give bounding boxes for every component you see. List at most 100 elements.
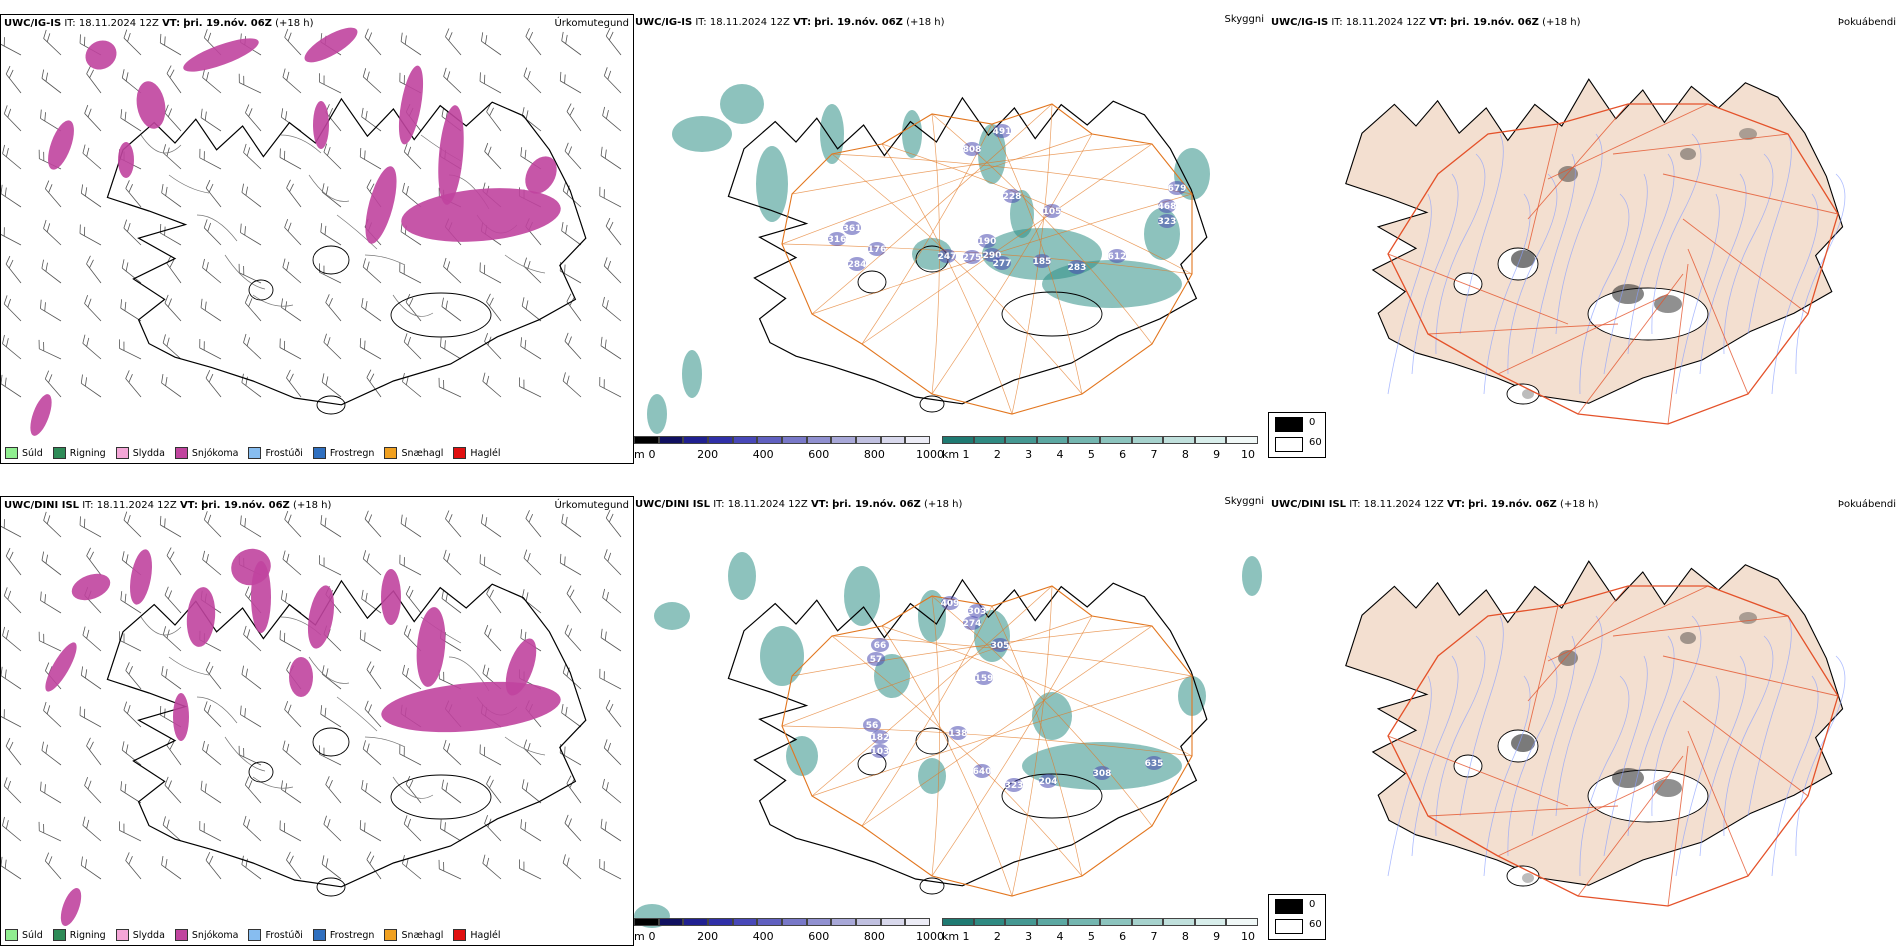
wind-barb xyxy=(162,144,182,170)
wind-barb xyxy=(40,109,62,132)
wind-barb xyxy=(602,296,622,322)
precip-legend-label: Frostúði xyxy=(265,447,303,459)
road-line xyxy=(308,174,350,202)
river-line xyxy=(1771,193,1819,395)
wind-barb xyxy=(525,28,542,56)
wind-barb xyxy=(162,334,182,360)
glacier-outline xyxy=(1453,754,1483,778)
precip-legend-item: Rigning xyxy=(52,447,106,459)
wind-barb xyxy=(482,372,502,398)
wind-barb xyxy=(123,511,142,538)
visibility-colorbar-tick: 1 xyxy=(962,448,970,461)
wind-barb xyxy=(44,370,62,398)
road-line xyxy=(881,625,1193,757)
wind-barb xyxy=(520,819,542,842)
road-line xyxy=(791,143,1153,195)
wind-barb xyxy=(82,626,102,652)
cloud-ceiling-spot xyxy=(1145,756,1163,770)
road-line xyxy=(781,615,1093,727)
visibility-colorbar-tick: 6 xyxy=(1119,448,1127,461)
cloud-ceiling-label: 640 xyxy=(973,767,992,777)
cloud-ceiling-spot xyxy=(963,250,981,264)
fog-indicator-area xyxy=(1654,295,1682,313)
river-line xyxy=(1507,173,1558,375)
road-line xyxy=(931,113,1153,345)
cloud-ceiling-spot xyxy=(963,616,981,630)
wind-barb xyxy=(323,815,342,842)
wind-barb xyxy=(166,255,182,284)
cloud-ceiling-spot xyxy=(1108,249,1126,263)
wind-barb xyxy=(161,856,182,880)
ceiling-colorbar-segment xyxy=(831,918,856,926)
visibility-colorbar-tick: 3 xyxy=(1025,448,1033,461)
wind-barb xyxy=(486,585,502,614)
panel-title-precip-type: Úrkomutegund xyxy=(554,18,629,29)
snowfall-area xyxy=(304,27,358,63)
wind-barb xyxy=(241,183,262,208)
ceiling-colorbar-segment xyxy=(757,918,782,926)
visibility-colorbar-segment xyxy=(1131,436,1164,444)
precip-legend-label: Rigning xyxy=(69,929,106,941)
cloud-ceiling-label: 612 xyxy=(1108,252,1127,262)
low-visibility-area xyxy=(844,566,880,626)
cloud-ceiling-label: 277 xyxy=(993,259,1012,269)
cloud-ceiling-spot xyxy=(975,671,993,685)
low-visibility-area xyxy=(918,590,946,642)
road-line xyxy=(931,113,940,395)
wind-barb xyxy=(244,294,262,322)
cloud-ceiling-label: 176 xyxy=(868,245,887,255)
precip-legend-label: Slydda xyxy=(132,447,165,459)
river-line xyxy=(1603,655,1648,857)
snowfall-area xyxy=(136,81,166,129)
panel-title-visibility: Skyggni xyxy=(1224,14,1264,25)
snowfall-area xyxy=(289,657,313,697)
wind-barb xyxy=(519,377,542,398)
wind-barb xyxy=(520,337,542,360)
wind-barb xyxy=(282,550,302,576)
ceiling-colorbar-segment xyxy=(856,918,881,926)
cloud-ceiling-spot xyxy=(1003,189,1021,203)
glacier-outline xyxy=(316,877,346,897)
road-line xyxy=(1527,585,1629,702)
precip-legend-swatch xyxy=(115,929,129,941)
wind-barb xyxy=(199,820,222,842)
low-visibility-area xyxy=(902,110,922,158)
precip-legend-label: Snjókoma xyxy=(191,929,239,941)
river-line xyxy=(1675,193,1720,395)
ceiling-colorbar-segment xyxy=(708,918,733,926)
wind-barb xyxy=(43,511,62,538)
wind-barb xyxy=(44,180,62,208)
ceiling-colorbar-segment xyxy=(905,436,930,444)
wind-barb xyxy=(600,336,622,360)
wind-barb xyxy=(282,740,302,766)
cloud-ceiling-label: 103 xyxy=(871,747,890,757)
snowfall-area xyxy=(381,681,561,733)
wind-barb xyxy=(205,661,222,690)
road-line xyxy=(252,294,294,307)
cloud-ceiling-label: 308 xyxy=(1093,769,1112,779)
cloud-ceiling-label: 679 xyxy=(1168,184,1187,194)
ceiling-colorbar-segment xyxy=(634,436,659,444)
road-line xyxy=(224,254,266,290)
wind-barb xyxy=(1,519,22,538)
snowfall-area xyxy=(401,188,561,242)
road-line xyxy=(1662,655,1839,697)
cloud-ceiling-label: 275 xyxy=(963,253,982,263)
wind-barb xyxy=(280,108,302,132)
precip-legend-item: Snæhagl xyxy=(384,929,443,941)
wind-barb xyxy=(599,376,622,398)
road-line xyxy=(1577,273,1684,415)
road-line xyxy=(811,103,1053,315)
panel-title-fog: Þokuábendi xyxy=(1837,17,1896,28)
wind-barb xyxy=(202,68,222,94)
wind-barb xyxy=(320,223,342,246)
precip-legend-item: Slydda xyxy=(115,929,165,941)
wind-barb xyxy=(484,332,502,360)
snowfall-area xyxy=(60,888,82,926)
snowfall-area xyxy=(71,573,111,601)
road-line xyxy=(881,143,1193,275)
precip-legend-swatch xyxy=(312,447,326,459)
wind-barb xyxy=(238,73,262,94)
wind-barb xyxy=(5,737,22,766)
wind-barb xyxy=(561,703,582,728)
